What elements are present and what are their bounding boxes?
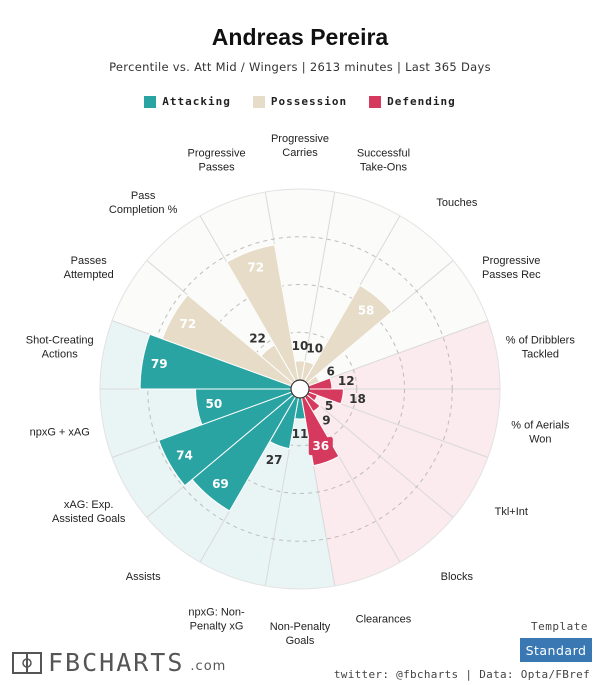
value-label-13: 6 (327, 364, 335, 378)
sector-background-8 (146, 215, 296, 384)
category-label-6: Shot-Creating Actions (26, 335, 94, 361)
category-label-2: npxG: Non-Penalty xG (188, 606, 245, 632)
category-label-14: % of Dribblers Tackled (506, 335, 576, 361)
value-label-bg-7 (175, 315, 200, 334)
legend-label-possession: Possession (270, 95, 348, 108)
category-label-1: Non-Penalty Goals (270, 621, 331, 647)
value-label-2: 27 (266, 453, 283, 467)
value-label-7: 72 (179, 317, 196, 331)
legend-item-possession: Possession (252, 95, 348, 108)
value-label-bg-6 (147, 355, 172, 374)
value-label-bg-5 (201, 395, 226, 414)
category-label-5: npxG + xAG (30, 426, 90, 438)
value-label-3: 69 (212, 477, 229, 491)
legend-swatch-attacking (144, 95, 157, 108)
value-label-18: 36 (312, 439, 329, 453)
category-label-11: Successful Take-Ons (357, 148, 410, 174)
value-label-5: 50 (205, 397, 222, 411)
sector-background-11 (301, 192, 400, 382)
category-label-4: xAG: Exp. Assisted Goals (52, 499, 126, 525)
value-label-bg-18 (308, 437, 333, 456)
chart-title: Andreas Pereira (211, 24, 389, 50)
value-label-11: 10 (306, 341, 323, 355)
value-label-10: 10 (292, 339, 309, 353)
value-label-6: 79 (151, 357, 168, 371)
category-label-18: Clearances (356, 613, 412, 625)
value-label-8: 22 (249, 331, 266, 345)
template-standard-button[interactable]: Standard (520, 638, 592, 662)
value-label-4: 74 (176, 449, 193, 463)
category-label-9: Progressive Passes (188, 148, 246, 174)
legend-swatch-possession (252, 95, 265, 108)
legend-item-defending: Defending (369, 95, 456, 108)
pitch-icon (12, 651, 42, 674)
sector-background-14 (308, 320, 500, 389)
value-label-14: 12 (338, 374, 355, 388)
legend-label-attacking: Attacking (162, 95, 231, 108)
category-label-12: Touches (436, 197, 477, 209)
sector-background-17 (304, 394, 454, 563)
category-label-8: Pass Completion % (109, 190, 178, 216)
sector-background-15 (308, 389, 500, 458)
legend-swatch-defending (369, 95, 382, 108)
center-circle (290, 379, 310, 399)
category-label-7: Passes Attempted (64, 255, 114, 281)
legend-item-attacking: Attacking (144, 95, 231, 108)
value-label-bg-3 (208, 474, 233, 493)
brand-suffix: .com (190, 659, 227, 674)
value-label-12: 58 (358, 303, 375, 317)
value-label-bg-4 (172, 446, 197, 465)
chart-subtitle: Percentile vs. Att Mid / Wingers | 2613 … (109, 60, 491, 74)
category-label-10: Progressive Carries (271, 133, 329, 159)
category-label-16: Tkl+Int (495, 506, 528, 518)
value-label-1: 11 (292, 427, 309, 441)
gridline-50 (195, 284, 405, 494)
value-label-bg-12 (354, 301, 379, 320)
credit-line: twitter: @fbcharts | Data: Opta/FBref (333, 668, 590, 681)
legend-label-defending: Defending (387, 95, 456, 108)
legend: Attacking Possession Defending (0, 95, 600, 108)
sector-background-13 (306, 260, 488, 386)
template-label: Template (531, 620, 588, 633)
value-label-17: 9 (322, 414, 330, 428)
value-label-bg-9 (243, 258, 268, 277)
sector-background-16 (306, 392, 488, 518)
sector-separator-11 (301, 191, 336, 381)
value-label-16: 5 (325, 399, 333, 413)
category-label-15: % of Aerials Won (511, 419, 570, 445)
fbcharts-logo: FBCHARTS .com (12, 648, 226, 677)
category-label-17: Blocks (441, 571, 474, 583)
value-label-9: 72 (247, 260, 264, 274)
gridline-100 (99, 188, 501, 590)
value-label-15: 18 (349, 392, 366, 406)
category-label-13: Progressive Passes Rec (482, 255, 541, 281)
brand-text: FBCHARTS (48, 648, 185, 677)
gridline-75 (147, 236, 453, 542)
category-label-3: Assists (126, 571, 161, 583)
